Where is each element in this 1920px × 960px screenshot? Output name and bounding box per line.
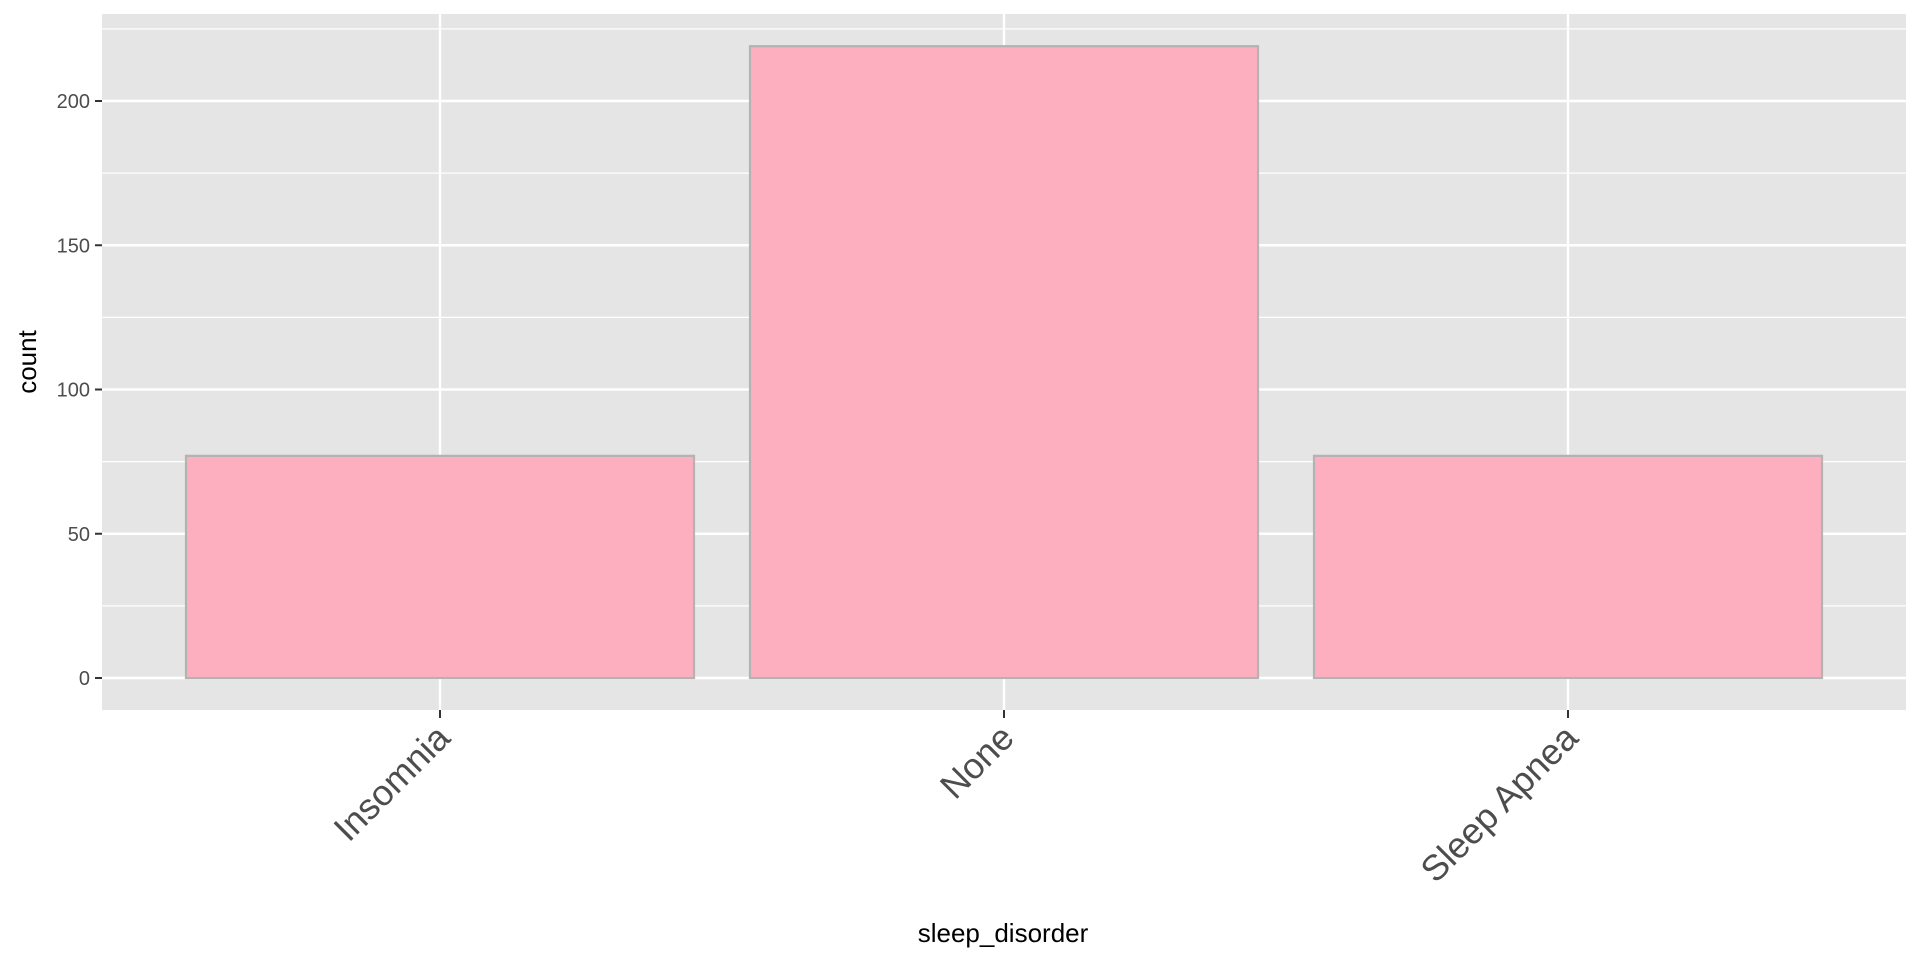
x-axis-title: sleep_disorder: [918, 918, 1089, 948]
bar-sleep-apnea: [1312, 454, 1824, 680]
y-tick-label: 0: [79, 668, 90, 690]
x-axis: Insomnia None Sleep Apnea: [325, 710, 1586, 890]
x-tick-label: Insomnia: [325, 716, 458, 849]
y-tick-label: 150: [57, 235, 90, 257]
y-tick-label: 200: [57, 91, 90, 113]
bar-insomnia: [184, 454, 696, 680]
x-tick-label: Sleep Apnea: [1412, 716, 1586, 890]
bar-none: [748, 45, 1260, 680]
y-axis: 0 50 100 150 200: [57, 91, 102, 690]
y-axis-title: count: [12, 329, 42, 393]
y-tick-label: 50: [68, 524, 90, 546]
bars: [184, 45, 1824, 680]
x-tick-label: None: [932, 717, 1022, 807]
y-tick-label: 100: [57, 380, 90, 402]
